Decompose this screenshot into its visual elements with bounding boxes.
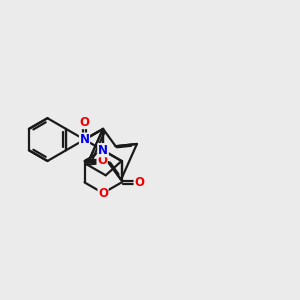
Text: O: O	[80, 116, 89, 128]
Text: N: N	[80, 133, 89, 146]
Text: O: O	[98, 187, 108, 200]
Text: N: N	[98, 144, 108, 157]
Text: N: N	[98, 144, 108, 157]
Text: O: O	[134, 176, 144, 189]
Text: O: O	[97, 154, 107, 167]
